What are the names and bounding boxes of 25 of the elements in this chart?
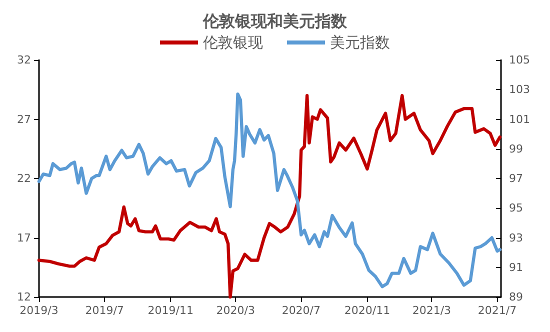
x-tick-label: 2019/3 [20, 304, 58, 317]
y2-tick-label: 89 [509, 290, 523, 304]
y-tick-label: 32 [17, 54, 31, 66]
x-tick-label: 2020/3 [216, 304, 255, 317]
y-tick-label: 17 [17, 231, 31, 244]
x-tick-label: 2021/3 [412, 304, 452, 317]
y2-tick-label: 99 [509, 142, 523, 156]
y2-tick-label: 97 [509, 172, 523, 185]
legend-label: 伦敦银现 [203, 34, 263, 52]
y2-tick-label: 105 [509, 54, 530, 66]
y2-tick-label: 101 [509, 112, 530, 126]
y2-tick-label: 93 [509, 231, 523, 244]
y2-tick-label: 103 [509, 83, 530, 96]
legend-label: 美元指数 [330, 34, 390, 52]
y-tick-label: 12 [17, 290, 31, 304]
chart-title: 伦敦银现和美元指数 [202, 12, 348, 30]
x-tick-label: 2019/11 [148, 304, 194, 317]
x-tick-label: 2020/11 [344, 304, 390, 317]
y-tick-label: 22 [17, 172, 31, 185]
x-tick-label: 2021/7 [478, 304, 517, 317]
x-tick-label: 2019/7 [85, 304, 124, 317]
y-tick-label: 27 [17, 112, 31, 126]
x-tick-label: 2020/7 [282, 304, 321, 317]
y2-tick-label: 91 [509, 260, 523, 274]
y2-tick-label: 95 [509, 202, 523, 215]
